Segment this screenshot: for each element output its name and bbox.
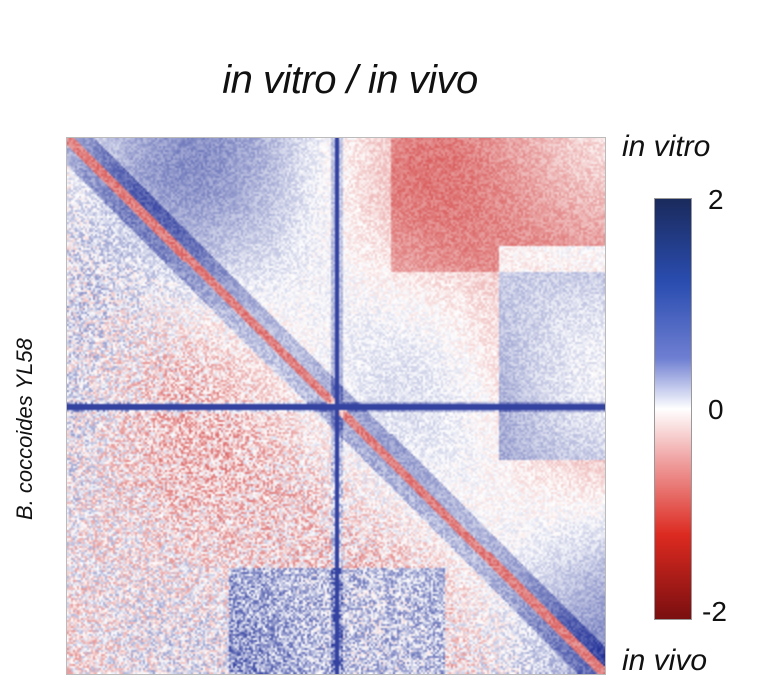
heatmap-cells <box>67 138 605 674</box>
colorbar-min-label: -2 <box>702 596 727 627</box>
y-axis-label: B. coccoides YL58 <box>12 338 37 520</box>
colorbar-mid-label: 0 <box>708 394 724 425</box>
colorbar <box>654 198 692 620</box>
colorbar-max-label: 2 <box>708 184 724 215</box>
lower-triangle-label: in vivo <box>622 644 708 677</box>
chart-title: in vitro / in vivo <box>222 58 478 102</box>
heatmap <box>66 137 606 675</box>
upper-triangle-label: in vitro <box>622 130 711 163</box>
